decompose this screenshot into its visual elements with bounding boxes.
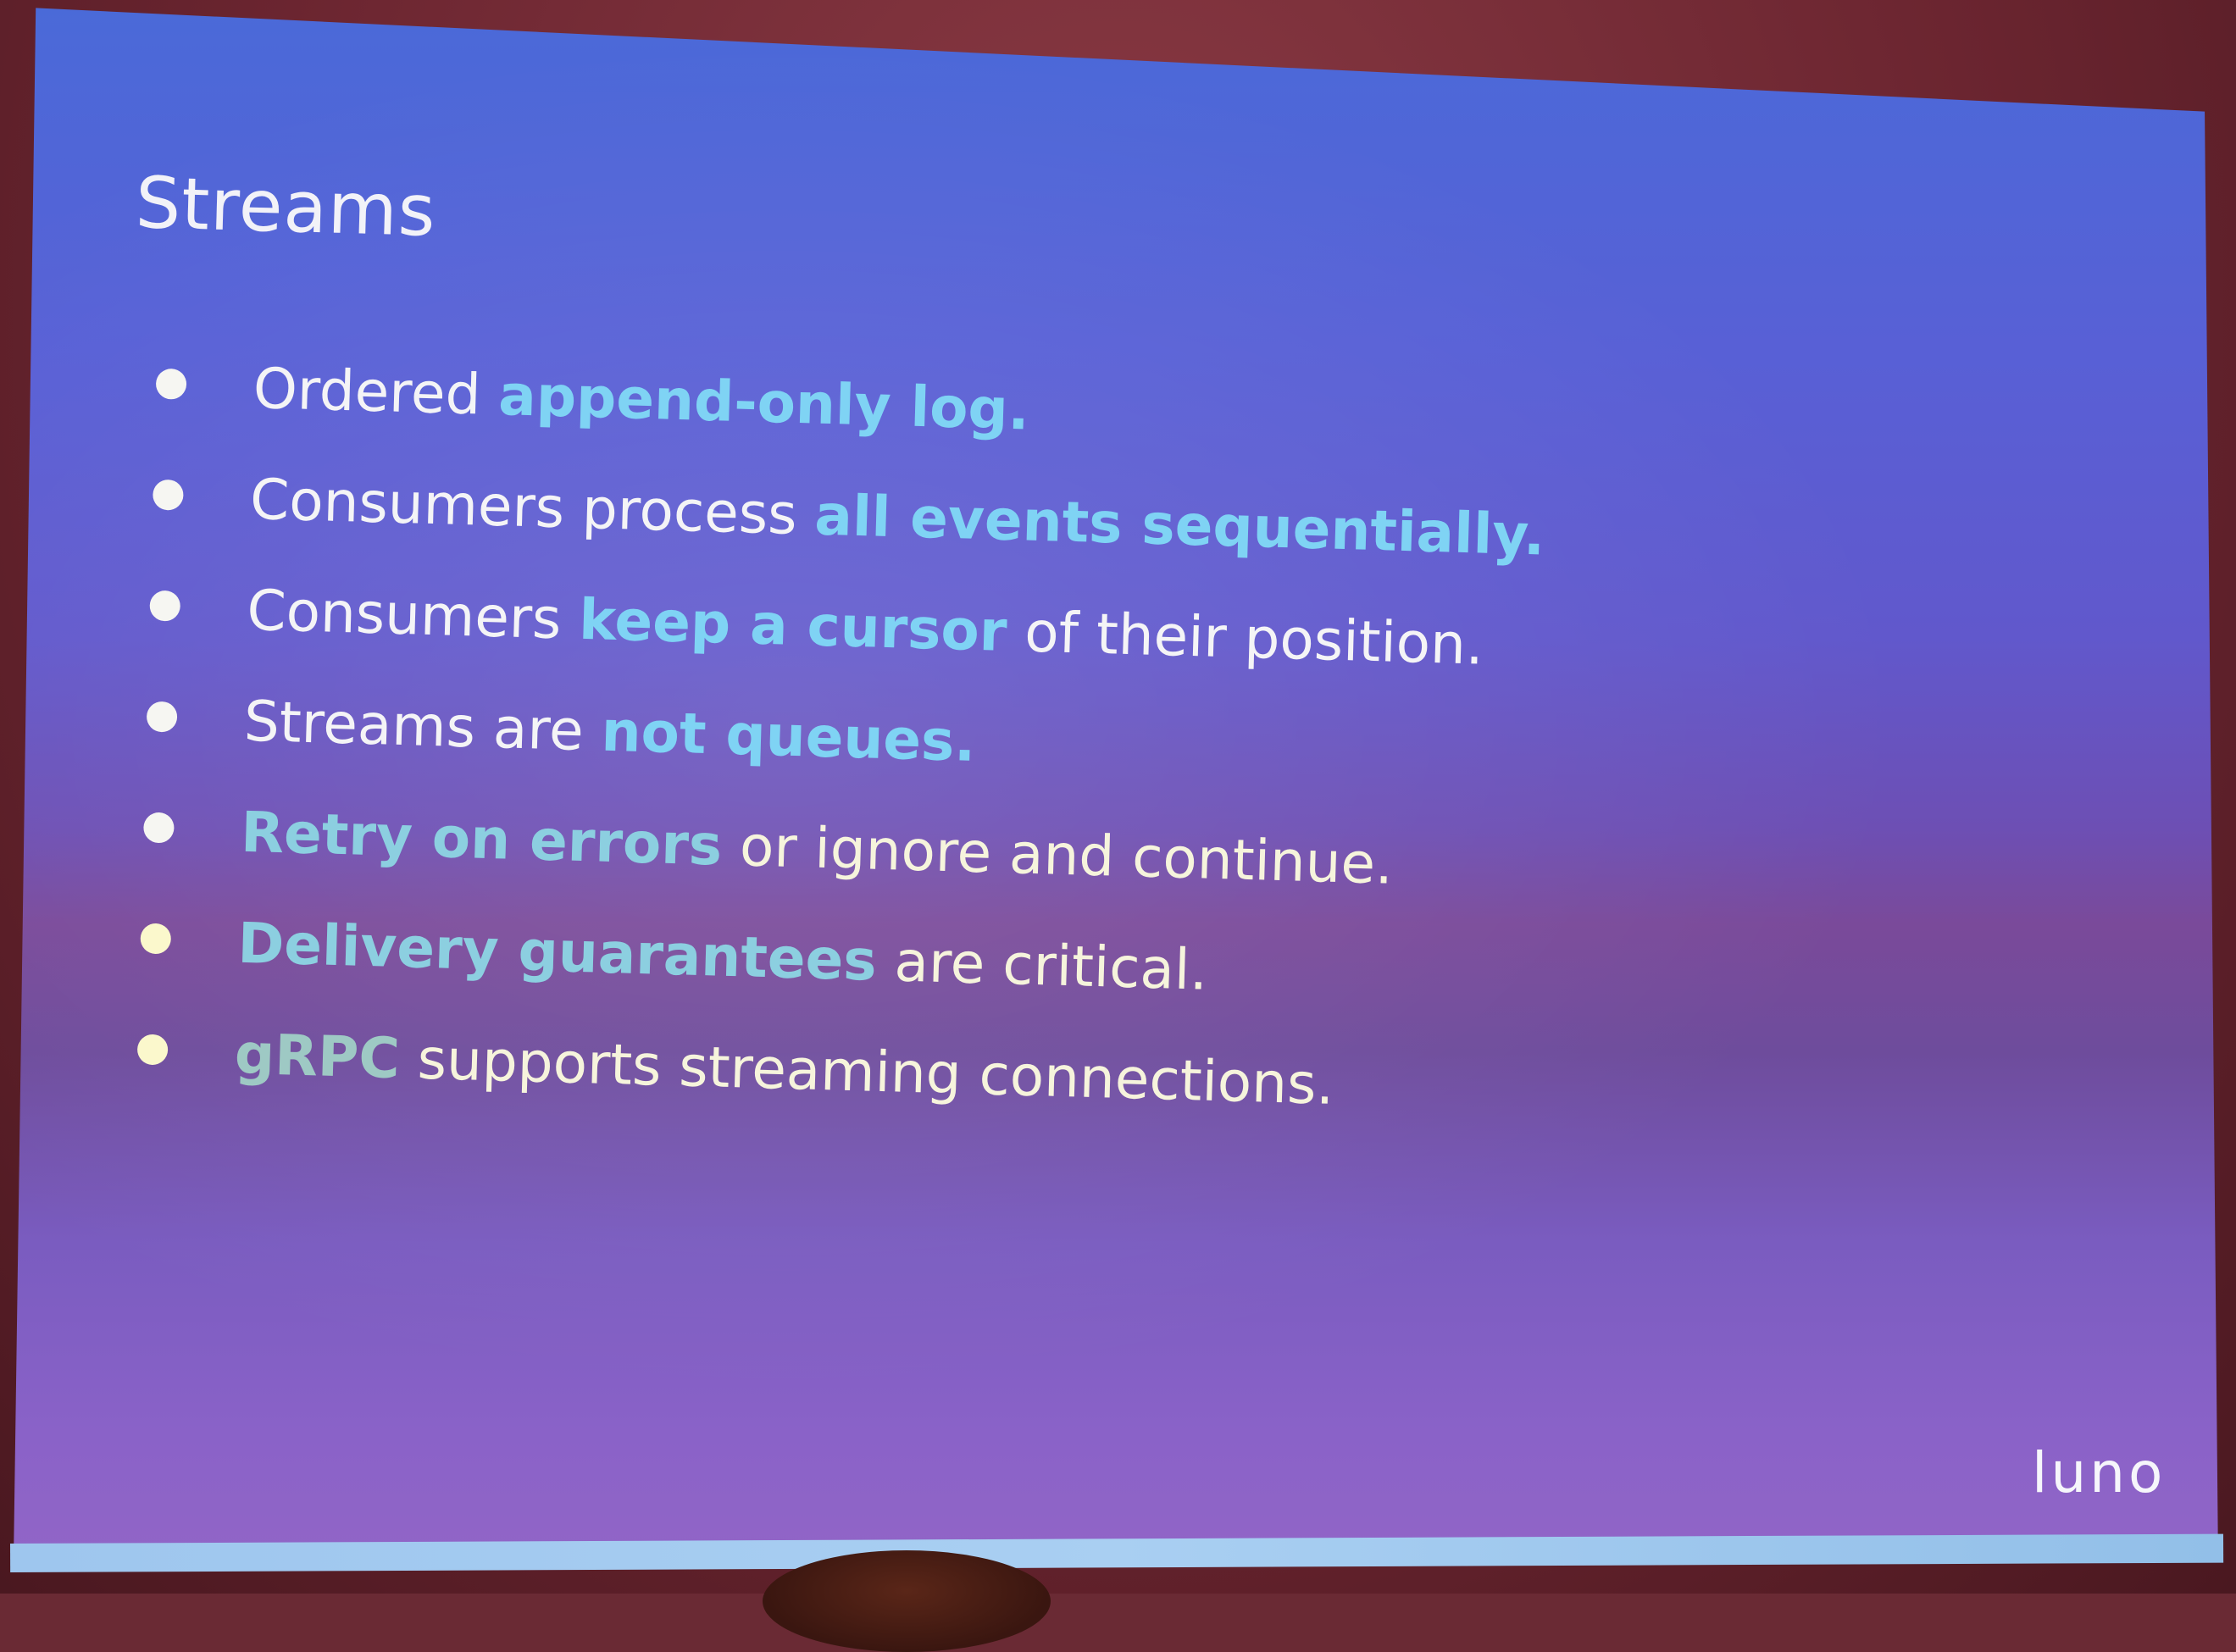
luno-logo: LUNO: [2032, 1440, 2166, 1505]
bullet-text: Ordered append-only log.: [252, 351, 1030, 449]
bullet-text: Consumers process all events sequentiall…: [249, 462, 1546, 574]
bullet-dot-icon: [147, 701, 178, 733]
bullet-highlight: Delivery guarantees: [237, 911, 878, 994]
bullet-text: Retry on errors or ignore and continue.: [240, 795, 1394, 903]
bullet-segment: or ignore and continue.: [721, 813, 1394, 897]
bullet-dot-icon: [149, 590, 180, 622]
slide-title: Streams: [135, 161, 437, 252]
bullet-item: Retry on errors or ignore and continue.: [141, 792, 145, 903]
bullet-item: Consumers process all events sequentiall…: [151, 459, 154, 570]
bullet-segment: are critical.: [876, 929, 1209, 1003]
bullet-item: Consumers keep a cursor of their positio…: [147, 570, 151, 681]
audience-head: [763, 1550, 1051, 1652]
bullet-highlight: gRPC: [234, 1022, 401, 1091]
bullet-segment: Consumers process: [249, 467, 815, 548]
bullet-dot-icon: [137, 1034, 169, 1065]
bullet-text: Streams are not queues.: [243, 684, 977, 780]
bullet-highlight: not queues.: [601, 699, 977, 774]
bullet-item: Ordered append-only log.: [154, 348, 158, 459]
bullet-text: Consumers keep a cursor of their positio…: [246, 573, 1484, 684]
bullet-dot-icon: [140, 923, 171, 955]
bullet-list: Ordered append-only log. Consumers proce…: [136, 348, 158, 1125]
bullet-item: gRPC supports streaming connections.: [136, 1013, 139, 1124]
bullet-text: Delivery guarantees are critical.: [236, 906, 1208, 1009]
bullet-segment: Consumers: [247, 578, 580, 652]
bullet-highlight: all events sequentially.: [813, 483, 1545, 568]
bullet-text: gRPC supports streaming connections.: [234, 1017, 1335, 1123]
bullet-highlight: keep a cursor: [578, 587, 1007, 664]
bullet-dot-icon: [153, 480, 184, 511]
bullet-segment: Streams are: [243, 689, 602, 764]
bullet-dot-icon: [156, 369, 187, 400]
bullet-segment: Ordered: [252, 356, 500, 428]
bullet-dot-icon: [143, 812, 175, 844]
bullet-highlight: append-only log.: [497, 363, 1030, 442]
bullet-segment: of their position.: [1006, 599, 1484, 678]
bullet-item: Delivery guarantees are critical.: [138, 903, 141, 1014]
bullet-highlight: Retry on errors: [240, 800, 723, 879]
bullet-segment: supports streaming connections.: [399, 1026, 1335, 1117]
bullet-item: Streams are not queues.: [145, 681, 148, 792]
